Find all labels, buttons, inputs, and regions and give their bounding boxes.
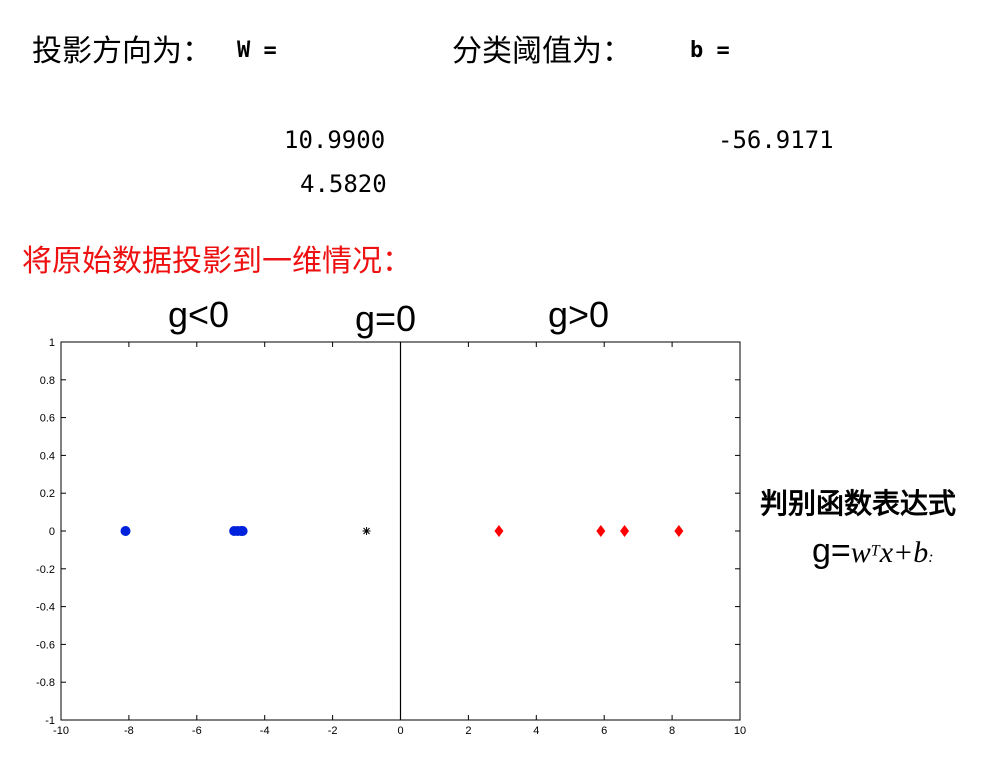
region-label-negative: g<0	[168, 294, 230, 335]
class2-point	[494, 525, 504, 537]
formula-w: w	[850, 536, 871, 569]
w-value-1: 10.9900	[284, 126, 386, 154]
x-tick-label: 0	[397, 725, 403, 737]
x-tick-label: 2	[465, 725, 471, 737]
x-tick-label: 6	[601, 725, 607, 737]
discriminant-formula: g=wTx+b:	[812, 532, 934, 572]
projection-scatter-plot: -10 -8 -6 -4 -2 0 2 4 6 8 10 1 0.8 0.6 0.4 0.2 0 -0.2 -0.4…	[36, 337, 746, 737]
threshold-point	[362, 527, 371, 535]
y-tick-label: -0.6	[36, 639, 55, 651]
projection-direction-label: 投影方向为：	[32, 34, 212, 69]
y-tick-label: -0.2	[36, 564, 55, 576]
w-value-2: 4.5820	[300, 170, 387, 198]
y-tick-label: -0.8	[36, 677, 55, 689]
b-label: b =	[690, 38, 730, 63]
formula-transpose: T	[870, 542, 880, 560]
x-tick-label: 4	[533, 725, 539, 737]
region-label-positive: g>0	[548, 294, 610, 335]
y-tick-label: 1	[49, 337, 55, 349]
threshold-label: 分类阈值为：	[452, 34, 632, 69]
y-tick-label: 0.6	[40, 413, 55, 425]
x-tick-label: -2	[328, 725, 338, 737]
class1-point	[237, 526, 248, 536]
formula-lhs: g=	[812, 532, 851, 570]
x-tick-label: -10	[53, 725, 69, 737]
class2-point	[596, 525, 606, 537]
x-tick-label: 8	[669, 725, 675, 737]
region-label-zero: g=0	[355, 298, 417, 339]
discriminant-title: 判别函数表达式	[760, 487, 957, 520]
y-tick-label: 0.8	[40, 375, 55, 387]
x-tick-label: -6	[192, 725, 202, 737]
section-title: 将原始数据投影到一维情况：	[22, 244, 412, 279]
class2-point	[620, 525, 630, 537]
class2-point	[674, 525, 684, 537]
x-tick-label: -4	[260, 725, 270, 737]
x-tick-label: -8	[124, 725, 134, 737]
y-tick-label: 0.2	[40, 488, 55, 500]
y-tick-label: 0	[49, 526, 55, 538]
w-label: W =	[237, 38, 277, 63]
class1-point	[120, 526, 131, 536]
y-tick-label: -0.4	[36, 602, 55, 614]
formula-tail: :	[928, 549, 934, 566]
formula-rest: x+b	[879, 536, 929, 569]
b-value: -56.9171	[718, 126, 834, 154]
y-tick-label: 0.4	[40, 450, 55, 462]
x-tick-label: 10	[734, 725, 746, 737]
y-tick-label: -1	[45, 715, 55, 727]
